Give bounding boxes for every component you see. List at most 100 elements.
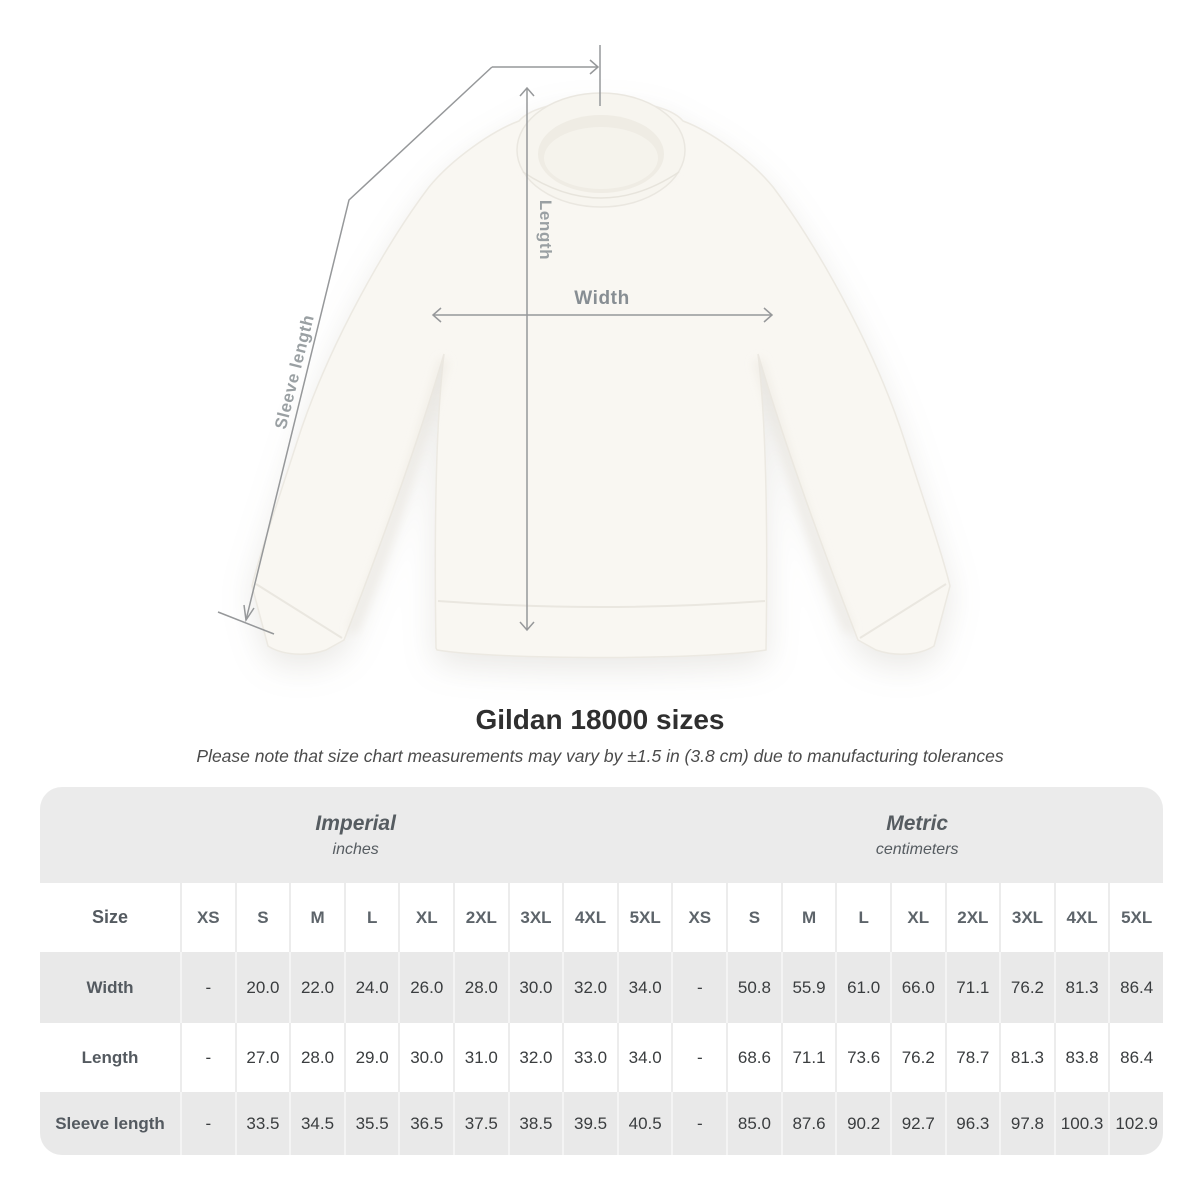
size-col-header: 4XL — [1053, 883, 1109, 952]
value-cell: 32.0 — [562, 952, 617, 1023]
value-cell: - — [180, 1092, 235, 1155]
value-cell: 76.2 — [999, 952, 1054, 1023]
size-col-header: XS — [180, 883, 235, 952]
row-label: Sleeve length — [55, 1113, 165, 1133]
unit-group-row: Imperial inches Metric centimeters — [40, 787, 1163, 883]
sweatshirt-body — [251, 99, 951, 659]
group-unit: centimeters — [875, 840, 959, 858]
size-col-header: M — [289, 883, 344, 952]
size-chart-table: Imperial inches Metric centimeters Size … — [40, 787, 1163, 1155]
width-measure-line — [431, 307, 774, 323]
size-col-header: 2XL — [944, 883, 1000, 952]
value-cell: 27.0 — [234, 1023, 290, 1092]
value-cell: 30.0 — [398, 1023, 453, 1092]
value-cell: 86.4 — [1108, 1023, 1163, 1092]
value-cell: 102.9 — [1108, 1092, 1163, 1155]
value-cell: 85.0 — [726, 1092, 781, 1155]
value-cell: 40.5 — [616, 1092, 672, 1155]
value-cell: 100.3 — [1053, 1092, 1109, 1155]
size-col-header: XL — [889, 883, 945, 952]
size-corner-header: Size — [91, 907, 129, 927]
value-cell: 83.8 — [1053, 1023, 1109, 1092]
imperial-group-header: Imperial inches — [40, 787, 671, 883]
value-cell: - — [180, 1023, 235, 1092]
value-cell: 90.2 — [835, 1092, 890, 1155]
size-col-header: 5XL — [616, 883, 672, 952]
value-cell: 87.6 — [780, 1092, 836, 1155]
value-cell: - — [671, 952, 726, 1023]
size-col-header: L — [835, 883, 890, 952]
value-cell: 66.0 — [889, 952, 945, 1023]
value-cell: 39.5 — [562, 1092, 617, 1155]
size-col-header: XL — [398, 883, 453, 952]
value-cell: 31.0 — [453, 1023, 508, 1092]
size-col-header: 2XL — [453, 883, 508, 952]
value-cell: 38.5 — [507, 1092, 563, 1155]
row-label: Width — [86, 977, 134, 997]
value-cell: 73.6 — [835, 1023, 890, 1092]
value-cell: 32.0 — [507, 1023, 563, 1092]
group-title: Imperial — [315, 811, 396, 835]
value-cell: 34.0 — [616, 1023, 672, 1092]
value-cell: 76.2 — [889, 1023, 945, 1092]
value-cell: 86.4 — [1108, 952, 1163, 1023]
table-row-width: Width - 20.0 22.0 24.0 26.0 28.0 30.0 32… — [40, 952, 1163, 1023]
size-col-header: M — [780, 883, 836, 952]
value-cell: 35.5 — [343, 1092, 399, 1155]
table-row-length: Length - 27.0 28.0 29.0 30.0 31.0 32.0 3… — [40, 1023, 1163, 1092]
value-cell: 20.0 — [234, 952, 290, 1023]
table-row-sleeve-length: Sleeve length - 33.5 34.5 35.5 36.5 37.5… — [40, 1092, 1163, 1155]
value-cell: 28.0 — [453, 952, 508, 1023]
value-cell: 36.5 — [398, 1092, 453, 1155]
value-cell: 28.0 — [289, 1023, 344, 1092]
measurement-annotations — [217, 45, 774, 635]
value-cell: 29.0 — [343, 1023, 399, 1092]
value-cell: 71.1 — [780, 1023, 836, 1092]
value-cell: 30.0 — [507, 952, 563, 1023]
collar — [516, 92, 686, 208]
value-cell: - — [180, 952, 235, 1023]
measurement-figure: Length Width Sleeve length — [217, 45, 951, 659]
value-cell: 33.0 — [562, 1023, 617, 1092]
value-cell: 81.3 — [999, 1023, 1054, 1092]
length-label: Length — [536, 199, 555, 261]
group-title: Metric — [886, 811, 949, 835]
page-title: Gildan 18000 sizes — [475, 704, 725, 735]
value-cell: 68.6 — [726, 1023, 781, 1092]
value-cell: 78.7 — [944, 1023, 1000, 1092]
sleeve-length-measure-line — [217, 59, 600, 635]
value-cell: 24.0 — [343, 952, 399, 1023]
value-cell: 96.3 — [944, 1092, 1000, 1155]
value-cell: 81.3 — [1053, 952, 1109, 1023]
sweatshirt-illustration — [217, 45, 951, 659]
size-col-header: XS — [671, 883, 726, 952]
value-cell: 33.5 — [234, 1092, 290, 1155]
size-col-header: 3XL — [507, 883, 563, 952]
length-measure-line — [519, 86, 535, 632]
size-col-header: 3XL — [999, 883, 1054, 952]
metric-group-header: Metric centimeters — [671, 787, 1163, 883]
value-cell: 55.9 — [780, 952, 836, 1023]
size-col-header: 5XL — [1108, 883, 1163, 952]
value-cell: 92.7 — [889, 1092, 945, 1155]
value-cell: 61.0 — [835, 952, 890, 1023]
size-header-row: Size XS S M L XL 2XL 3XL 4XL 5XL XS S M … — [40, 883, 1163, 952]
value-cell: 50.8 — [726, 952, 781, 1023]
row-label: Length — [81, 1047, 139, 1067]
value-cell: 22.0 — [289, 952, 344, 1023]
value-cell: 71.1 — [944, 952, 1000, 1023]
size-col-header: S — [234, 883, 290, 952]
value-cell: 97.8 — [999, 1092, 1054, 1155]
value-cell: 34.0 — [616, 952, 672, 1023]
size-col-header: 4XL — [562, 883, 617, 952]
value-cell: 34.5 — [289, 1092, 344, 1155]
width-label: Width — [574, 288, 630, 309]
value-cell: - — [671, 1092, 726, 1155]
value-cell: 37.5 — [453, 1092, 508, 1155]
size-col-header: L — [343, 883, 399, 952]
size-col-header: S — [726, 883, 781, 952]
value-cell: 26.0 — [398, 952, 453, 1023]
value-cell: - — [671, 1023, 726, 1092]
group-unit: inches — [332, 840, 379, 858]
